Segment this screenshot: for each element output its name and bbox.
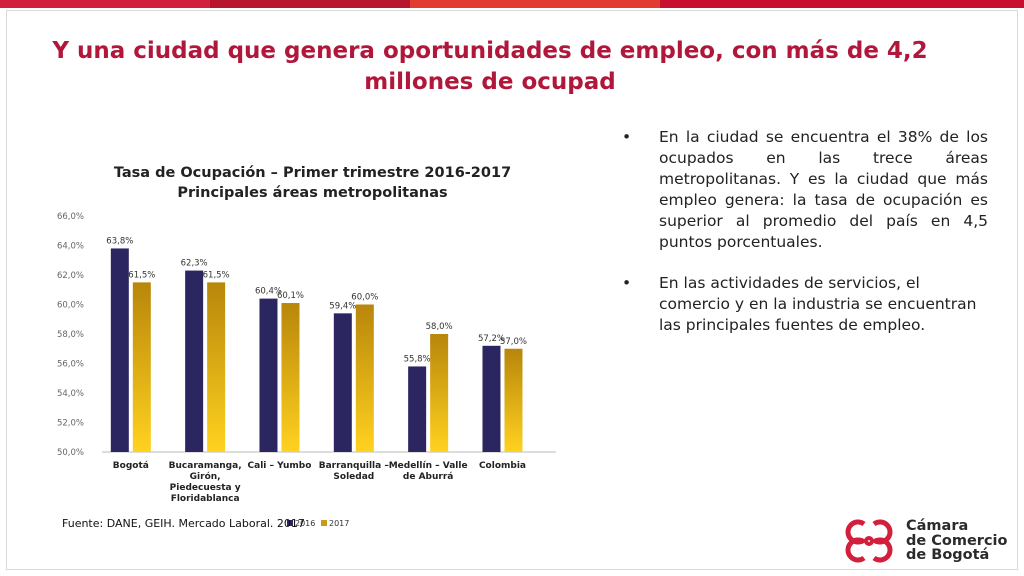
y-tick-label: 52,0% <box>57 419 84 429</box>
chart-title-line-2: Principales áreas metropolitanas <box>177 185 448 201</box>
top-accent-bar <box>0 0 1024 8</box>
bar-2017 <box>504 348 523 452</box>
y-tick-label: 64,0% <box>57 242 84 252</box>
y-tick-label: 62,0% <box>57 271 84 281</box>
ccb-logo-icon <box>845 519 893 563</box>
legend-label-2017: 2017 <box>329 519 349 528</box>
data-label: 62,3% <box>181 259 208 269</box>
chart-title-line-1: Tasa de Ocupación – Primer trimestre 201… <box>113 165 512 181</box>
data-label: 58,0% <box>426 322 453 332</box>
bar-2017 <box>207 282 226 452</box>
legend-swatch-2017 <box>321 520 327 526</box>
x-tick-label: Floridablanca <box>171 494 240 504</box>
x-tick-label: Medellín – Valle <box>389 461 468 471</box>
logo-line-2: de Comercio <box>906 532 1008 549</box>
bullet-icon: • <box>622 128 632 146</box>
legend-swatch-2016 <box>287 520 293 526</box>
bar-2017 <box>281 303 300 452</box>
data-label: 60,0% <box>351 293 378 303</box>
bar-2017 <box>132 282 151 452</box>
x-tick-label: de Aburrá <box>403 472 453 482</box>
x-tick-label: Piedecuesta y <box>170 483 241 493</box>
y-tick-label: 66,0% <box>57 212 84 222</box>
slide-title: Y una ciudad que genera oportunidades de… <box>52 38 928 95</box>
bar-2016 <box>259 298 278 452</box>
bar-2016 <box>110 248 129 452</box>
y-tick-label: 54,0% <box>57 389 84 399</box>
bullet-text: En las actividades de servicios, el come… <box>659 274 977 334</box>
data-label: 59,4% <box>329 301 356 311</box>
logo-line-3: de Bogotá <box>906 547 990 563</box>
bullet-item: • En la ciudad se encuentra el 38% de lo… <box>622 127 988 253</box>
bullet-item: • En las actividades de servicios, el co… <box>622 273 988 336</box>
logo-text: Cámara de Comercio de Bogotá <box>906 519 1008 563</box>
x-tick-label: Bogotá <box>113 461 149 471</box>
y-tick-label: 56,0% <box>57 360 84 370</box>
bar-2016 <box>482 345 501 452</box>
source-note: Fuente: DANE, GEIH. Mercado Laboral. 201… <box>62 517 305 530</box>
data-label: 57,0% <box>500 337 527 347</box>
bar-2016 <box>185 270 204 452</box>
data-label: 61,5% <box>203 270 230 280</box>
bar-2016 <box>408 366 427 452</box>
data-label: 60,1% <box>277 291 304 301</box>
bullet-list: • En la ciudad se encuentra el 38% de lo… <box>622 127 988 356</box>
bar-2017 <box>430 334 449 452</box>
data-label: 63,8% <box>106 236 133 246</box>
data-label: 61,5% <box>128 270 155 280</box>
y-tick-label: 58,0% <box>57 330 84 340</box>
data-label: 57,2% <box>478 334 505 344</box>
data-label: 60,4% <box>255 287 282 297</box>
bullet-icon: • <box>622 274 632 292</box>
logo-line-1: Cámara <box>906 518 969 534</box>
legend-label-2016: 2016 <box>295 519 315 528</box>
x-tick-label: Girón, <box>190 471 221 482</box>
y-tick-label: 50,0% <box>57 448 84 458</box>
slide-frame <box>6 10 1018 570</box>
bar-2017 <box>355 304 374 452</box>
bar-2016 <box>333 313 352 452</box>
x-tick-label: Cali – Yumbo <box>248 461 312 471</box>
x-tick-label: Bucaramanga, <box>169 461 242 471</box>
chart-title: Tasa de Ocupación – Primer trimestre 201… <box>60 163 565 203</box>
y-tick-label: 60,0% <box>57 301 84 311</box>
bullet-text: En la ciudad se encuentra el 38% de los … <box>659 128 988 251</box>
x-tick-label: Soledad <box>333 472 374 482</box>
x-tick-label: Colombia <box>479 461 526 471</box>
data-label: 55,8% <box>404 354 431 364</box>
x-tick-label: Barranquilla – <box>319 461 390 471</box>
